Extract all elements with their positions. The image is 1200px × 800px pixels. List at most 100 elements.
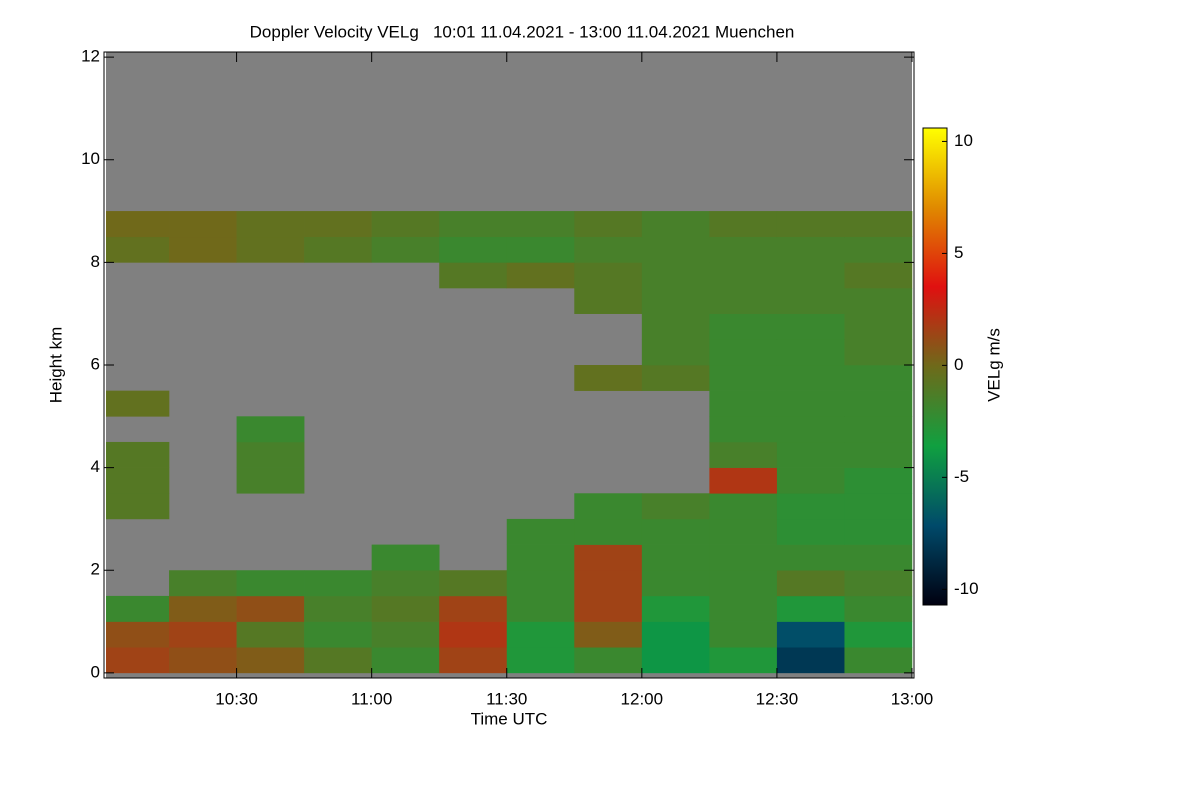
heatmap-cell — [709, 621, 778, 648]
heatmap-cell — [169, 211, 237, 238]
heatmap-cell — [844, 595, 913, 622]
heatmap-cell — [439, 262, 508, 289]
heatmap-cell — [776, 262, 845, 289]
colorbar-label: VELg m/s — [984, 328, 1003, 402]
x-tick-label: 11:30 — [486, 689, 527, 708]
heatmap-cell — [106, 621, 170, 648]
heatmap-cell — [776, 647, 845, 674]
y-tick-label: 12 — [81, 47, 100, 66]
heatmap-cell — [641, 313, 710, 340]
heatmap-cell — [169, 621, 237, 648]
y-tick-label: 10 — [81, 149, 100, 168]
heatmap-cell — [709, 544, 778, 571]
heatmap-cell — [574, 595, 643, 622]
heatmap-cell — [169, 236, 237, 263]
heatmap-cell — [776, 544, 845, 571]
heatmap-cell — [371, 570, 440, 597]
heatmap-cell — [506, 518, 575, 545]
heatmap-cell — [236, 647, 305, 674]
heatmap-cell — [506, 595, 575, 622]
heatmap-cell — [709, 595, 778, 622]
heatmap-cell — [371, 621, 440, 648]
heatmap-cell — [844, 339, 913, 366]
heatmap-cell — [709, 236, 778, 263]
heatmap-cell — [574, 262, 643, 289]
heatmap-cell — [106, 236, 170, 263]
heatmap-cell — [641, 339, 710, 366]
heatmap-cell — [844, 390, 913, 417]
heatmap-cell — [844, 416, 913, 443]
heatmap-cell — [844, 467, 913, 494]
heatmap-cell — [709, 570, 778, 597]
heatmap-cell — [304, 211, 372, 238]
heatmap-cell — [776, 339, 845, 366]
heatmap-cell — [236, 416, 305, 443]
x-axis-label: Time UTC — [471, 709, 548, 728]
heatmap-cell — [776, 621, 845, 648]
heatmap-cell — [844, 313, 913, 340]
heatmap-cell — [371, 211, 440, 238]
heatmap-cell — [506, 211, 575, 238]
x-tick-label: 10:30 — [215, 689, 258, 708]
heatmap-cell — [844, 570, 913, 597]
heatmap-cell — [574, 518, 643, 545]
heatmap-cell — [776, 595, 845, 622]
heatmap-cell — [236, 621, 305, 648]
heatmap-cell — [574, 236, 643, 263]
heatmap-cell — [106, 441, 170, 468]
colorbar-tick-label: -10 — [954, 579, 979, 598]
heatmap-cell — [506, 544, 575, 571]
heatmap-cell — [641, 493, 710, 520]
y-tick-label: 8 — [91, 252, 100, 271]
heatmap-cell — [709, 313, 778, 340]
heatmap-cell — [776, 518, 845, 545]
heatmap-cell — [236, 211, 305, 238]
heatmap-cell — [641, 647, 710, 674]
heatmap-cell — [776, 390, 845, 417]
heatmap-cell — [641, 288, 710, 314]
colorbar-tick-label: 0 — [954, 355, 963, 374]
heatmap-cell — [641, 544, 710, 571]
colorbar-tick-label: 10 — [954, 131, 973, 150]
heatmap-cell — [641, 518, 710, 545]
heatmap-cell — [844, 288, 913, 314]
heatmap-cell — [506, 621, 575, 648]
heatmap-cell — [106, 390, 170, 417]
heatmap-cell — [776, 288, 845, 314]
heatmap-cell — [776, 365, 845, 391]
heatmap-cell — [574, 621, 643, 648]
x-tick-label: 13:00 — [891, 689, 934, 708]
heatmap-cell — [844, 236, 913, 263]
heatmap-cell — [574, 647, 643, 674]
heatmap-cell — [439, 647, 508, 674]
heatmap-cell — [709, 339, 778, 366]
heatmap-cell — [844, 621, 913, 648]
heatmap-cell — [506, 236, 575, 263]
heatmap-cell — [709, 390, 778, 417]
y-tick-label: 4 — [91, 457, 100, 476]
heatmap-cell — [304, 621, 372, 648]
heatmap-cell — [709, 288, 778, 314]
heatmap-cell — [574, 288, 643, 314]
heatmap-cell — [236, 467, 305, 494]
heatmap-cell — [776, 570, 845, 597]
heatmap-cell — [776, 493, 845, 520]
colorbar — [922, 127, 948, 606]
y-tick-label: 0 — [91, 662, 100, 681]
y-tick-label: 6 — [91, 354, 100, 373]
heatmap-cell — [709, 518, 778, 545]
heatmap-cell — [439, 595, 508, 622]
heatmap-cell — [439, 570, 508, 597]
heatmap-cell — [641, 262, 710, 289]
heatmap-cell — [776, 416, 845, 443]
x-tick-label: 12:00 — [621, 689, 664, 708]
heatmap-cell — [641, 211, 710, 238]
heatmap-cell — [776, 313, 845, 340]
heatmap-cell — [844, 647, 913, 674]
heatmap-cell — [776, 441, 845, 468]
colorbar-tick-label: 5 — [954, 243, 963, 262]
colorbar-tick-label: -5 — [954, 467, 969, 486]
heatmap-cell — [574, 493, 643, 520]
heatmap-cell — [236, 236, 305, 263]
heatmap-cell — [776, 211, 845, 238]
